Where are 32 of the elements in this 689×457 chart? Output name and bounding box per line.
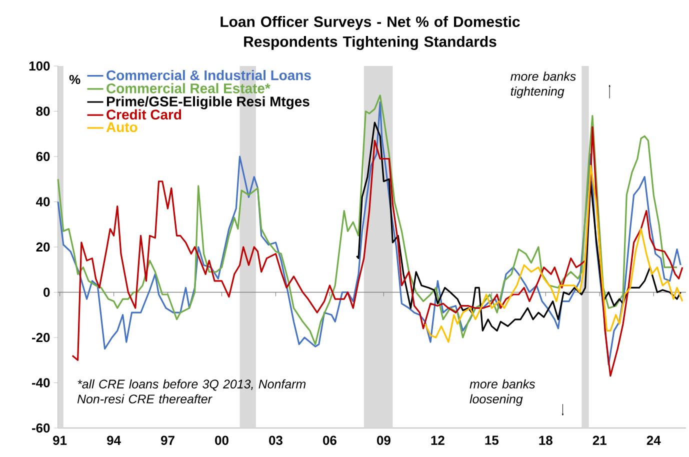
x-tick-label: 09 xyxy=(377,436,390,445)
x-tick-label: 03 xyxy=(269,436,282,445)
legend-label: Prime/GSE-Eligible Resi Mtges xyxy=(106,96,310,110)
x-tick-label: 97 xyxy=(161,436,174,445)
legend-label: Commercial & Industrial Loans xyxy=(106,70,311,80)
y-tick-label: 80 xyxy=(36,106,50,116)
line-series xyxy=(356,122,682,332)
x-tick-label: 15 xyxy=(485,436,499,445)
y-tick-label: 40 xyxy=(36,197,50,206)
y-tick-label: 0 xyxy=(44,288,50,297)
x-tick-label: 00 xyxy=(215,436,228,445)
legend-label: Commercial Real Estate* xyxy=(106,83,270,94)
x-tick-label: 21 xyxy=(592,436,606,445)
x-tick-label: 91 xyxy=(53,436,67,445)
legend-label: Credit Card xyxy=(106,109,182,120)
y-tick-label: -20 xyxy=(32,332,50,342)
annotation: *all CRE loans before 3Q 2013, Nonfarm Non-resi CRE thereafter xyxy=(77,379,306,404)
y-tick-label: 20 xyxy=(36,242,50,252)
x-tick-label: 06 xyxy=(323,436,336,445)
x-tick-label: 24 xyxy=(646,436,661,445)
x-tick-label: 94 xyxy=(107,436,121,445)
y-axis-title: % xyxy=(69,74,80,84)
annotation: more banks loosening xyxy=(470,379,536,406)
legend-label: Auto xyxy=(106,122,138,132)
y-tick-label: 60 xyxy=(36,152,50,162)
chart-title: Loan Officer Surveys - Net % of Domestic Respondents Tightening Standards xyxy=(220,16,520,50)
y-tick-label: 100 xyxy=(29,61,50,71)
x-tick-label: 18 xyxy=(539,436,552,445)
y-tick-label: -40 xyxy=(32,378,50,388)
x-tick-label: 12 xyxy=(431,436,444,445)
y-tick-label: -60 xyxy=(32,423,50,433)
annotation: more banks tightening xyxy=(510,72,576,98)
